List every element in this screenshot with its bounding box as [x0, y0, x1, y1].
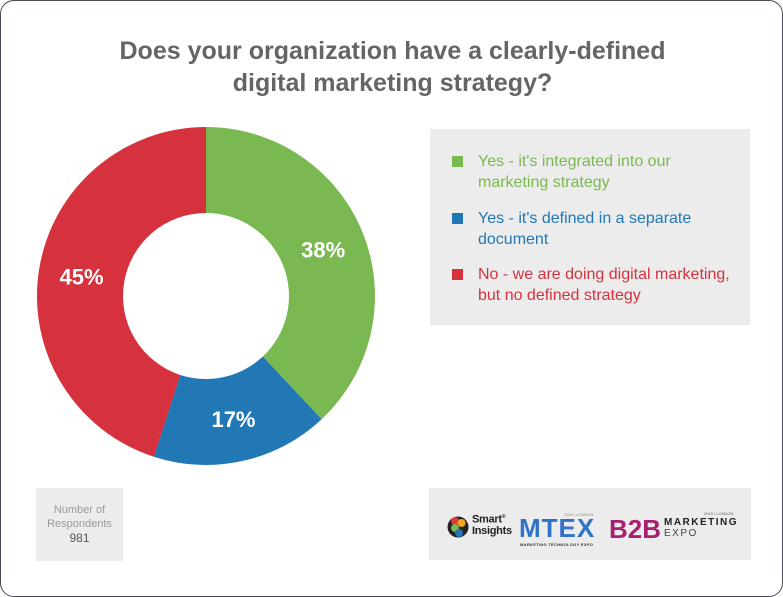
b2b-logo-year: 2019 / LONDON — [704, 511, 734, 516]
legend-swatch-green — [452, 156, 463, 167]
smart-insights-logo-text: Smart® Insights — [472, 512, 512, 537]
legend: Yes - it's integrated into our marketing… — [430, 129, 750, 325]
donut-slice-labels: 38% 17% 45% — [60, 238, 346, 432]
donut-slice-no-strategy — [37, 127, 206, 457]
chart-title-line-2: digital marketing strategy? — [232, 69, 553, 97]
slice-label-no-strategy: 45% — [60, 264, 104, 289]
legend-label: No - we are doing digital marketing, but… — [478, 264, 748, 306]
smart-insights-line-1: Smart — [472, 513, 502, 526]
donut-slice-separate-document — [153, 356, 322, 465]
respondents-label-line-1: Number of — [53, 504, 106, 516]
donut-slices — [37, 127, 376, 465]
donut-slice-integrated — [206, 127, 376, 420]
b2b-logo-expo: EXPO — [664, 528, 698, 539]
mtex-logo: MTEX — [519, 513, 596, 543]
legend-label: Yes - it's integrated into our marketing… — [478, 151, 748, 193]
slice-label-separate-document: 17% — [211, 407, 255, 432]
legend-swatch-blue — [452, 213, 463, 224]
legend-swatch-red — [452, 269, 463, 280]
registered-mark: ® — [501, 514, 506, 520]
legend-label-line-1: Yes - it's defined in a separate — [478, 210, 692, 227]
legend-label-line-2: document — [478, 231, 549, 248]
legend-label-line-2: but no defined strategy — [478, 287, 641, 304]
b2b-logo: B2B — [609, 514, 662, 544]
legend-label: Yes - it's defined in a separate documen… — [478, 208, 748, 250]
mtex-logo-subtitle: MARKETING TECHNOLOGY EXPO — [520, 542, 594, 547]
smart-insights-line-2: Insights — [472, 524, 512, 537]
sponsor-logos: Smart® Insights 2019 / LONDON MTEX MARKE… — [429, 488, 751, 560]
slice-label-integrated: 38% — [301, 238, 345, 263]
chart-title: Does your organization have a clearly-de… — [1, 35, 782, 99]
legend-label-line-1: No - we are doing digital marketing, — [478, 266, 730, 283]
smart-insights-logo-icon — [447, 516, 469, 538]
respondents-count: 981 — [69, 531, 90, 545]
respondents-label-line-2: Respondents — [47, 518, 112, 530]
legend-label-line-1: Yes - it's integrated into our — [478, 153, 671, 170]
respondents-box: Number of Respondents 981 — [36, 488, 123, 561]
chart-title-line-1: Does your organization have a clearly-de… — [119, 37, 666, 65]
mtex-logo-year: 2019 / LONDON — [564, 512, 594, 517]
b2b-logo-marketing: MARKETING — [664, 517, 739, 528]
legend-label-line-2: marketing strategy — [478, 174, 610, 191]
respondents-label: Number of Respondents — [36, 488, 123, 531]
